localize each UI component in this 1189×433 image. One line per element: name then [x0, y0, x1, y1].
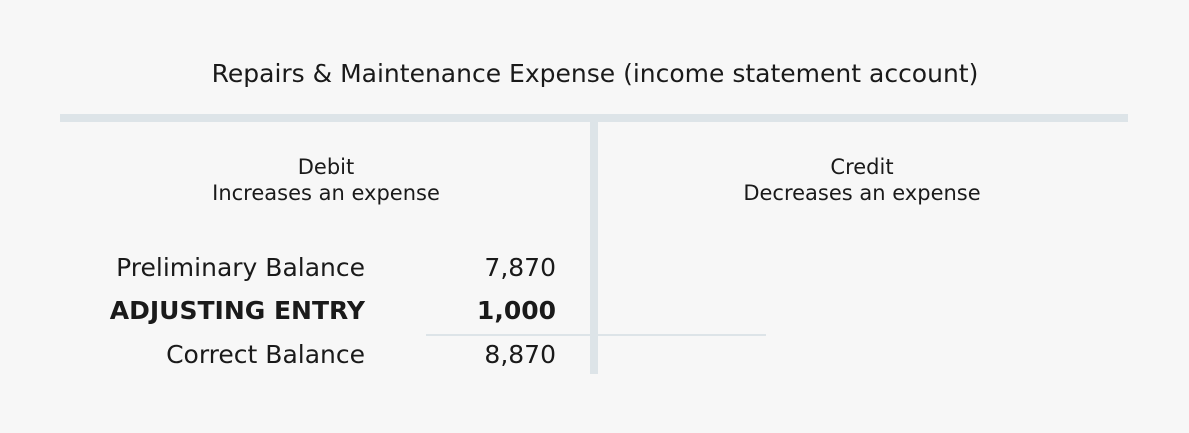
row-label: ADJUSTING ENTRY [110, 296, 366, 325]
row-amount: 1,000 [477, 296, 556, 325]
row-amount: 7,870 [484, 253, 556, 282]
debit-heading: Debit [298, 155, 355, 179]
credit-subheading: Decreases an expense [743, 181, 980, 205]
t-bar-vertical [590, 122, 598, 374]
debit-subheading: Increases an expense [212, 181, 440, 205]
title: Repairs & Maintenance Expense (income st… [212, 59, 979, 88]
credit-heading: Credit [830, 155, 893, 179]
row-amount: 8,870 [484, 340, 556, 369]
row-label: Preliminary Balance [116, 253, 365, 282]
sum-line [426, 334, 766, 336]
row-label: Correct Balance [166, 340, 365, 369]
t-bar-horizontal [60, 114, 1128, 122]
